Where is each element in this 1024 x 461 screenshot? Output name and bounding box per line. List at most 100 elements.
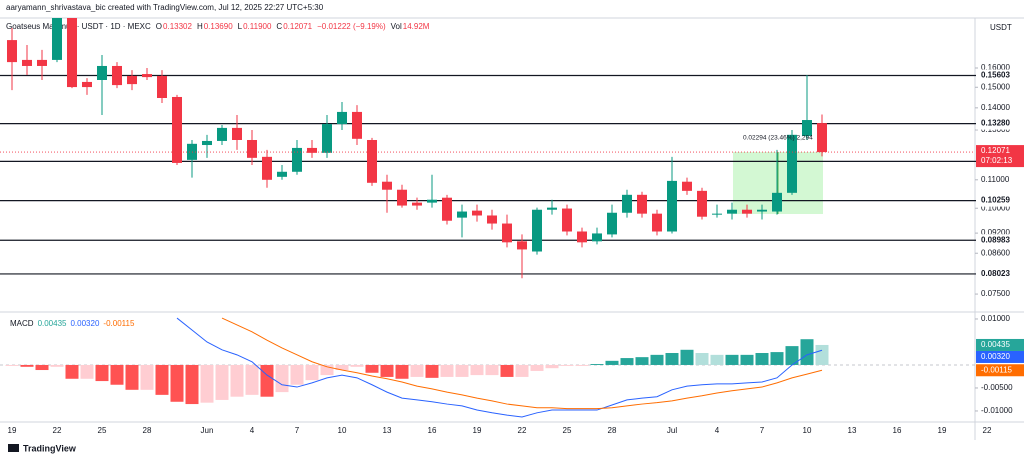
candle-body (682, 181, 692, 191)
histogram-bar (785, 346, 799, 365)
histogram-bar (575, 364, 589, 366)
last-price-tag (976, 145, 1024, 168)
y-tick-label: 0.08600 (981, 248, 1010, 257)
histogram-bar (530, 364, 544, 371)
ohlc-value: 0.13302 (163, 22, 192, 31)
histogram-bar (50, 364, 64, 367)
histogram-bar (200, 364, 214, 403)
histogram-bar (740, 354, 754, 365)
histogram-bar (260, 364, 274, 397)
histogram-bar (230, 364, 244, 397)
histogram-bar (110, 364, 124, 385)
x-tick-label: 10 (338, 426, 347, 435)
histogram-bar (725, 354, 739, 365)
candle-body (532, 209, 542, 252)
x-tick-label: Jun (201, 426, 214, 435)
ohlc-label: H (197, 22, 203, 31)
x-tick-label: 16 (893, 426, 902, 435)
price-panel (0, 18, 975, 279)
histogram-bar (755, 353, 769, 365)
x-tick-label: 22 (53, 426, 62, 435)
candle-body (22, 59, 32, 66)
candle-body (337, 111, 347, 125)
level-label: 0.08983 (981, 235, 1010, 244)
candle-body (322, 124, 332, 153)
histogram-bar (470, 364, 484, 376)
legend-value: 0.00435 (38, 319, 67, 328)
x-tick-label: 28 (143, 426, 152, 435)
value-tag (976, 350, 1024, 363)
candle-body (112, 65, 122, 86)
candle-body (757, 209, 767, 212)
candle-body (82, 81, 92, 88)
candle-body (637, 194, 647, 214)
candle-body (217, 127, 227, 141)
x-tick-label: 4 (715, 426, 720, 435)
x-tick-label: 25 (98, 426, 107, 435)
histogram-bar (5, 364, 19, 366)
candle-body (712, 213, 722, 215)
value-tag (976, 364, 1024, 377)
histogram-bar (410, 364, 424, 377)
candle-body (727, 209, 737, 214)
candle-body (37, 59, 47, 66)
y-tick-label: 0.07500 (981, 289, 1010, 298)
ohlc-label: O (156, 22, 162, 31)
histogram-bar (710, 354, 724, 365)
candle-body (412, 202, 422, 206)
candle-body (607, 212, 617, 235)
x-tick-label: 16 (428, 426, 437, 435)
candle-body (502, 223, 512, 243)
histogram-bar (125, 364, 139, 390)
level-label: 0.13280 (981, 119, 1010, 128)
x-tick-label: 28 (608, 426, 617, 435)
candle-body (262, 156, 272, 180)
histogram-bar (485, 364, 499, 376)
brand-logo (8, 444, 19, 452)
candle-body (772, 192, 782, 212)
histogram-bar (95, 364, 109, 382)
candle-body (67, 18, 77, 88)
y-tick-label: -0.01000 (981, 406, 1013, 415)
candle-body (817, 123, 827, 153)
histogram-bar (515, 364, 529, 377)
histogram-bar (290, 364, 304, 385)
histogram-bar (680, 349, 694, 365)
macd-panel (0, 317, 975, 418)
candle-body (442, 197, 452, 221)
countdown-label: 07:02:13 (981, 156, 1013, 165)
candle-body (352, 111, 362, 139)
histogram-bar (245, 364, 259, 395)
histogram-bar (800, 339, 814, 365)
x-tick-label: 19 (473, 426, 482, 435)
x-tick-label: 7 (295, 426, 300, 435)
volume-value: 14.92M (403, 22, 430, 31)
histogram-bar (380, 364, 394, 377)
x-tick-label: Jul (667, 426, 677, 435)
candle-body (427, 199, 437, 203)
level-label: 0.08023 (981, 269, 1010, 278)
histogram-bar (395, 364, 409, 379)
level-tag (976, 69, 1024, 82)
histogram-bar (20, 364, 34, 367)
histogram-bar (695, 353, 709, 365)
candle-body (472, 210, 482, 216)
candle-body (247, 139, 257, 158)
histogram-bar (365, 364, 379, 373)
ohlc-value: 0.12071 (283, 22, 312, 31)
candle-body (157, 75, 167, 99)
histogram-bar (455, 364, 469, 377)
candle-body (802, 120, 812, 136)
y-tick-label: 0.11000 (981, 175, 1010, 184)
level-tag (976, 234, 1024, 247)
histogram-bar (590, 364, 604, 365)
x-tick-label: 19 (938, 426, 947, 435)
value-tag-label: 0.00435 (981, 340, 1010, 349)
candle-body (487, 215, 497, 224)
histogram-bar (560, 364, 574, 366)
y-tick-label: 0.15000 (981, 82, 1010, 91)
y-tick-label: 0.16000 (981, 63, 1010, 72)
histogram-bar (35, 364, 49, 371)
y-tick-label: 0.14000 (981, 103, 1010, 112)
volume-label: Vol (391, 22, 402, 31)
